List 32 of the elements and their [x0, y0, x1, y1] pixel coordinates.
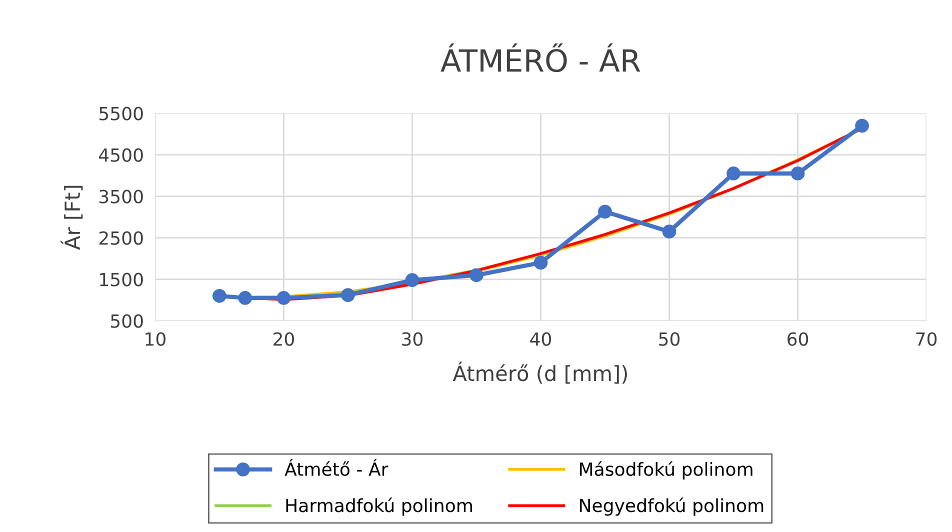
point — [276, 291, 291, 305]
point — [470, 268, 484, 282]
legend-label: Negyedfokú polinom — [580, 498, 764, 516]
legend-label: Harmadfokú polinom — [286, 498, 472, 516]
y-tick-label: 2500 — [99, 231, 143, 245]
x-tick-label: 20 — [274, 332, 294, 346]
x-axis-title: Átmérő (d [mm]) — [452, 362, 627, 384]
y-axis-title: Ár [Ft] — [60, 186, 83, 250]
point — [598, 204, 612, 219]
x-tick-label: 60 — [788, 332, 808, 346]
point — [238, 291, 252, 305]
point — [405, 273, 420, 288]
legend-label: Átmétő - Ár — [284, 459, 388, 476]
x-tick-label: 50 — [659, 332, 680, 346]
y-tick-label: 4500 — [98, 148, 143, 162]
x-tick-label: 40 — [530, 332, 552, 346]
legend-label: Másodfokú polinom — [580, 461, 752, 480]
x-tick-label: 70 — [916, 332, 937, 346]
point — [212, 288, 226, 303]
point — [662, 224, 676, 239]
x-tick-label: 10 — [146, 332, 166, 346]
point — [790, 166, 805, 180]
y-tick-label: 5500 — [100, 106, 143, 120]
point — [726, 166, 740, 180]
y-tick-label: 1500 — [100, 272, 143, 286]
x-tick-label: 30 — [402, 332, 423, 346]
point — [534, 256, 548, 270]
point — [855, 118, 869, 133]
y-tick-label: 3500 — [99, 190, 143, 204]
point — [341, 288, 355, 302]
chart-title: ÁTMÉRŐ - ÁR — [440, 43, 640, 72]
y-tick-label: 500 — [110, 314, 143, 328]
